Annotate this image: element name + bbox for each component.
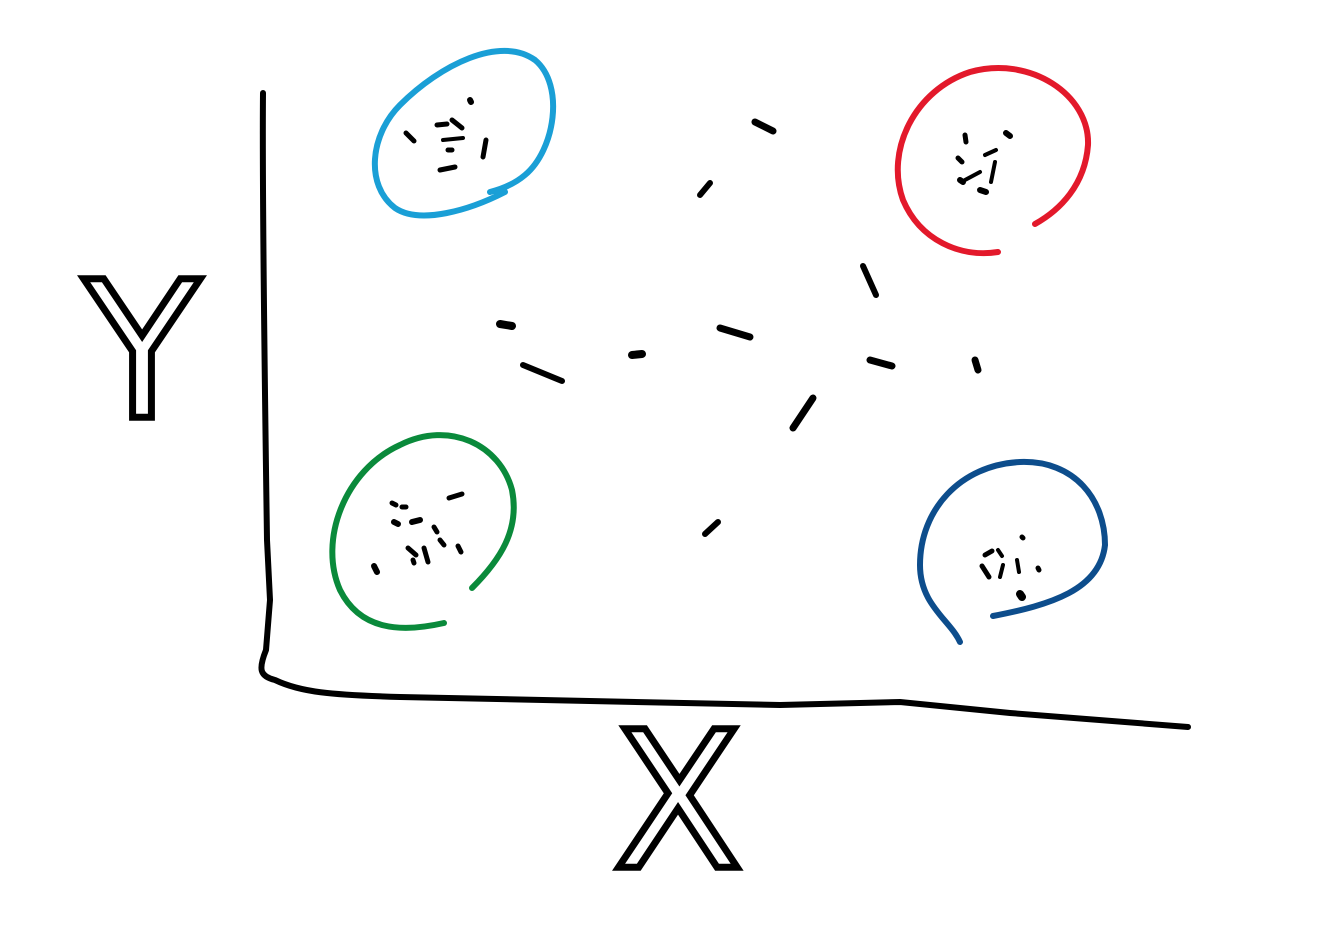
point xyxy=(1015,558,1021,574)
point xyxy=(403,130,417,144)
point xyxy=(702,519,721,537)
point xyxy=(955,155,965,165)
point xyxy=(963,170,982,182)
point xyxy=(431,524,440,535)
point xyxy=(751,118,777,135)
point xyxy=(971,356,982,374)
points xyxy=(371,97,1042,601)
point xyxy=(389,500,399,508)
point xyxy=(421,545,431,565)
point xyxy=(866,356,896,370)
cluster-loop xyxy=(894,65,1092,257)
point xyxy=(983,148,998,157)
point xyxy=(520,362,565,384)
cluster-loop xyxy=(329,432,517,631)
point xyxy=(628,350,646,359)
point xyxy=(989,160,997,184)
axes xyxy=(258,90,1191,730)
point xyxy=(1016,590,1026,601)
point xyxy=(434,121,450,128)
point xyxy=(441,136,465,142)
point xyxy=(437,537,447,548)
point xyxy=(437,164,458,173)
point xyxy=(496,320,516,330)
point xyxy=(977,187,989,195)
point xyxy=(1019,534,1026,541)
x-label: X xyxy=(613,691,743,912)
point xyxy=(1035,565,1042,573)
point xyxy=(979,563,992,580)
point xyxy=(410,557,417,566)
point xyxy=(391,519,401,527)
point xyxy=(409,517,423,525)
y-label: Y xyxy=(83,241,201,462)
point xyxy=(405,545,419,558)
point xyxy=(467,97,474,105)
point xyxy=(860,263,879,298)
point xyxy=(996,548,1004,558)
point xyxy=(962,132,969,145)
point xyxy=(455,543,464,555)
point xyxy=(957,177,966,185)
point xyxy=(716,324,754,341)
cluster-loop xyxy=(372,47,557,219)
cluster-loop xyxy=(916,458,1109,645)
point xyxy=(446,491,465,501)
point xyxy=(449,117,465,131)
point xyxy=(1003,130,1013,139)
point xyxy=(982,548,995,558)
point xyxy=(371,563,380,575)
point xyxy=(789,394,817,432)
point xyxy=(480,137,489,160)
point xyxy=(998,563,1005,579)
point xyxy=(697,180,713,198)
